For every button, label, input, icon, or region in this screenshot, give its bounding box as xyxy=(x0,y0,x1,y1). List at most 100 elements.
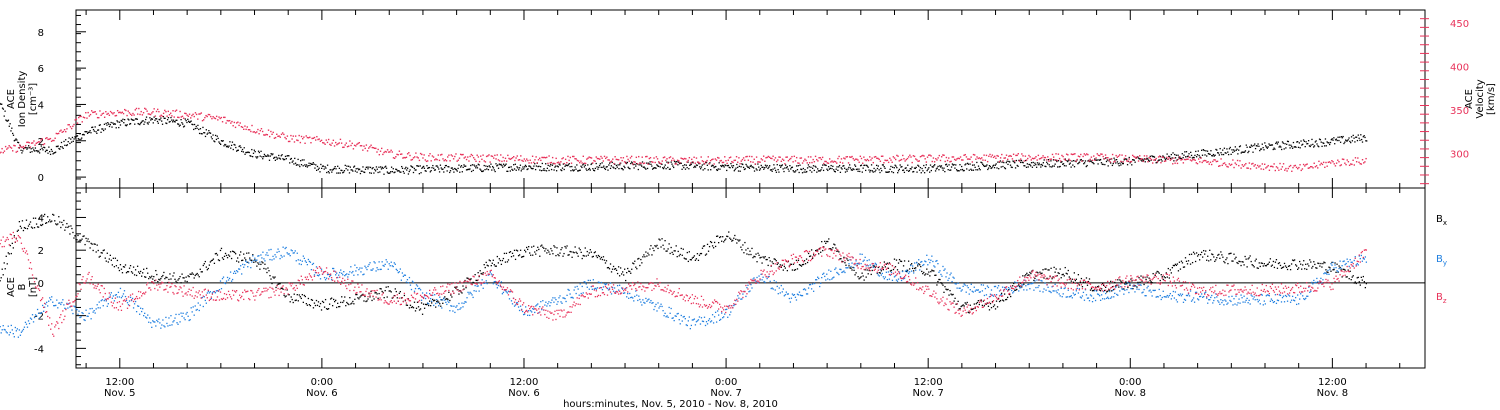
velocity-series-point xyxy=(1260,168,1262,170)
density-series-point xyxy=(1122,162,1124,165)
density-series-point xyxy=(688,168,690,170)
density-series-point xyxy=(971,164,974,166)
velocity-series-point xyxy=(1353,164,1355,166)
density-series-point xyxy=(667,161,670,164)
velocity-series-point xyxy=(727,159,729,161)
density-series-point xyxy=(220,140,223,142)
x-tick-label-day: Nov. 8 xyxy=(1317,388,1348,399)
bx-series-point xyxy=(1268,261,1271,263)
density-series-point xyxy=(566,164,569,167)
velocity-series-point xyxy=(517,159,520,161)
bx-series-point xyxy=(700,252,703,255)
velocity-series-point xyxy=(535,156,537,158)
bx-series-point xyxy=(772,262,774,265)
density-series-point xyxy=(1250,144,1252,146)
density-series-point xyxy=(559,164,561,166)
density-series-point xyxy=(527,168,529,170)
bx-series-point xyxy=(1129,284,1131,286)
bx-series-point xyxy=(414,310,417,312)
velocity-series-point xyxy=(122,112,125,115)
density-series-point xyxy=(1312,143,1314,146)
bx-series-point xyxy=(631,268,633,270)
density-series-point xyxy=(1214,154,1216,156)
velocity-series-point xyxy=(804,158,806,160)
bx-series-point xyxy=(77,234,79,237)
velocity-series-point xyxy=(206,115,208,118)
bx-series-point xyxy=(257,262,259,264)
bx-series-point xyxy=(1341,276,1343,278)
density-series-point xyxy=(247,151,250,153)
bx-series-point xyxy=(1151,282,1153,284)
density-series-point xyxy=(292,160,294,162)
bx-series-point xyxy=(1294,264,1297,266)
bx-series-point xyxy=(716,235,719,237)
velocity-series-point xyxy=(426,160,429,162)
velocity-series-point xyxy=(1308,167,1311,169)
density-series-point xyxy=(1060,161,1062,164)
bx-series-point xyxy=(378,292,380,295)
by-series-point xyxy=(185,313,187,315)
density-series-point xyxy=(1215,148,1217,151)
velocity-series-point xyxy=(126,114,128,117)
bx-series-point xyxy=(755,253,757,255)
bx-series-point xyxy=(547,249,549,251)
density-series-point xyxy=(1069,162,1071,164)
velocity-series-point xyxy=(1080,153,1082,156)
density-series-point xyxy=(1254,143,1256,145)
bx-series-point xyxy=(662,244,664,246)
right-y-tick-label: 450 xyxy=(1450,19,1469,30)
density-series-point xyxy=(862,167,864,169)
density-series-point xyxy=(222,140,224,142)
by-series-point xyxy=(80,316,82,318)
velocity-series-point xyxy=(1164,160,1167,162)
velocity-series-point xyxy=(145,108,147,110)
density-series-point xyxy=(1109,158,1111,161)
velocity-series-point xyxy=(705,161,707,163)
bx-series-point xyxy=(1033,279,1035,282)
velocity-series-point xyxy=(153,108,155,110)
density-series-point xyxy=(980,161,982,163)
density-series-point xyxy=(50,148,53,151)
bx-series-point xyxy=(116,259,119,262)
density-series-point xyxy=(1330,139,1332,141)
bx-series-point xyxy=(125,272,128,274)
y-tick-label: 4 xyxy=(38,213,44,224)
density-series-point xyxy=(954,167,956,169)
velocity-series-point xyxy=(1346,159,1348,161)
density-series-point xyxy=(999,160,1002,162)
bx-series-point xyxy=(477,272,479,274)
bx-series-point xyxy=(1124,283,1126,285)
velocity-series-point xyxy=(602,160,605,162)
velocity-series-point xyxy=(889,157,891,160)
velocity-series-point xyxy=(761,159,764,161)
velocity-series-point xyxy=(1199,161,1201,163)
bx-series-point xyxy=(1212,253,1214,256)
velocity-series-point xyxy=(21,146,23,149)
bx-series-point xyxy=(388,290,390,292)
velocity-series-point xyxy=(915,158,917,160)
velocity-series-point xyxy=(1085,153,1088,155)
density-series-point xyxy=(281,154,283,156)
bx-series-point xyxy=(1250,260,1252,263)
velocity-series-point xyxy=(507,154,509,157)
density-series-point xyxy=(260,150,262,152)
velocity-series-point xyxy=(964,153,966,156)
density-series-point xyxy=(1358,137,1360,139)
velocity-series-point xyxy=(246,126,249,128)
bx-series-point xyxy=(380,288,382,290)
density-series-point xyxy=(1348,137,1350,139)
density-series-point xyxy=(1202,149,1204,151)
bx-series-point xyxy=(747,247,749,250)
velocity-series-point xyxy=(760,158,763,160)
velocity-series-point xyxy=(738,157,740,159)
density-series-point xyxy=(859,170,861,173)
bx-series-point xyxy=(522,255,525,258)
velocity-series-point xyxy=(131,114,133,117)
bx-series-point xyxy=(1262,265,1264,267)
velocity-series-point xyxy=(1121,154,1123,156)
density-series-point xyxy=(497,167,500,169)
density-series-point xyxy=(609,167,612,170)
density-series-point xyxy=(206,133,208,135)
y-tick-label: 2 xyxy=(38,137,44,148)
density-series-point xyxy=(859,165,862,167)
